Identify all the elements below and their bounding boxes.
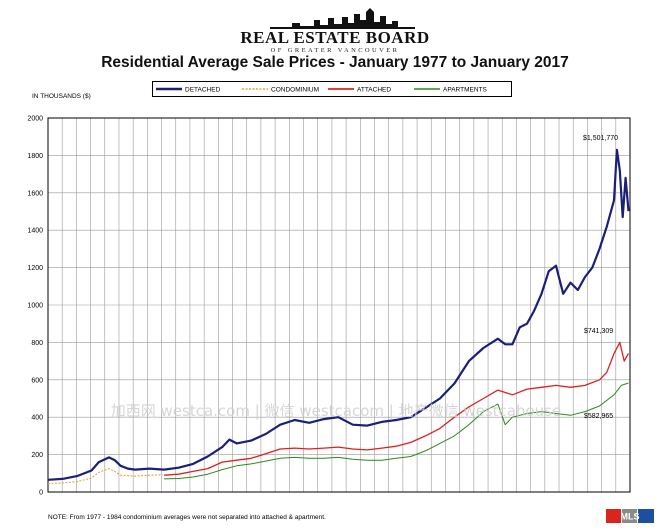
series-line-detached (47, 148, 630, 481)
grid (47, 117, 631, 493)
y-tick-label: 0 (39, 490, 43, 497)
footnote: NOTE: From 1977 - 1984 condominium avera… (48, 514, 326, 521)
legend-entries: DETACHED CONDOMINIUM ATTACHED APARTMENTS (156, 87, 487, 94)
legend-label-attached: ATTACHED (357, 87, 391, 94)
plot-frame (47, 117, 631, 493)
y-tick-label: 1000 (27, 303, 43, 310)
legend-label-condominium: CONDOMINIUM (271, 87, 319, 94)
y-tick-label: 1600 (27, 190, 43, 197)
series-line-apartments (164, 382, 629, 480)
end-value-label: $582,965 (584, 413, 613, 420)
y-tick-label: 1200 (27, 265, 43, 272)
y-tick-label: 1800 (27, 153, 43, 160)
legend-label-apartments: APARTMENTS (443, 87, 487, 94)
board-logo: REAL ESTATE BOARD OF GREATER VANCOUVER (0, 6, 670, 54)
axes: 0 200 400 600 800 1000 1200 1400 1600 1800 2000 IN … (27, 93, 631, 497)
chart-title: Residential Average Sale Prices - Januar… (101, 54, 569, 71)
y-tick-label: 1400 (27, 228, 43, 235)
y-tick-label: 2000 (27, 116, 43, 123)
y-tick-label: 600 (31, 377, 43, 384)
y-tick-label: 800 (31, 340, 43, 347)
skyline-logo-icon (270, 8, 415, 29)
board-name: REAL ESTATE BOARD (240, 28, 430, 47)
board-subtitle: OF GREATER VANCOUVER (270, 47, 400, 54)
mls-logo-icon: MLS (606, 509, 654, 523)
series-line-attached (164, 341, 630, 476)
watermark: 加西网 westca.com | 微信 westcacom | 地产微信 wes… (111, 402, 561, 420)
series (47, 148, 630, 485)
y-axis-label: IN THOUSANDS ($) (32, 93, 91, 100)
end-value-label: $741,309 (584, 328, 613, 335)
svg-text:MLS: MLS (621, 512, 640, 522)
y-tick-label: 400 (31, 415, 43, 422)
series-line-condominium (47, 468, 163, 485)
end-labels: $1,501,770 $741,309 $582,965 (583, 135, 618, 420)
y-tick-label: 200 (31, 452, 43, 459)
end-value-label: $1,501,770 (583, 135, 618, 142)
legend-label-detached: DETACHED (185, 87, 221, 94)
